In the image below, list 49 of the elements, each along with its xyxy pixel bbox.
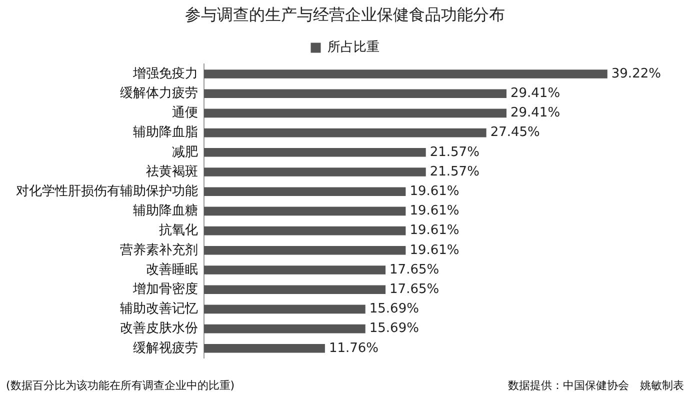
bar [204,266,386,274]
y-tick-label: 祛黄褐斑 [146,164,198,180]
bar [204,324,366,334]
data-label: 21.57% [430,164,480,180]
bar [204,226,406,236]
data-label: 29.41% [510,106,560,121]
y-tick-label: 抗氧化 [159,223,198,238]
y-tick-label: 增强免疫力 [132,66,198,82]
data-label: 27.45% [490,125,540,140]
bar [204,128,486,138]
data-label: 29.41% [510,86,560,101]
bar [204,148,426,157]
bar [204,168,426,176]
legend-label: 所占比重 [327,40,380,56]
text: (数据百分比为该功能在所有调查企业中的比重) [6,378,235,393]
data-label: 19.61% [410,184,460,199]
data-label: 15.69% [369,302,419,317]
data-label: 21.57% [430,144,480,160]
y-tick-label: 对化学性肝损伤有辅助保护功能 [16,184,198,199]
y-tick-label: 辅助降血脂 [133,125,198,140]
bar [204,108,506,118]
bar [204,246,406,255]
bar [204,187,406,196]
y-tick-label: 增加骨密度 [132,280,198,297]
data-label: 19.61% [410,204,460,219]
y-tick-label: 改善皮肤水份 [120,320,198,336]
y-tick-label: 改善睡眠 [146,261,198,278]
y-tick-label: 减肥 [172,144,198,160]
data-label: 19.61% [410,242,460,258]
y-tick-label: 缓解视疲劳 [133,340,198,356]
data-label: 17.65% [390,282,440,297]
y-tick-label: 辅助降血糖 [133,204,198,219]
y-tick-label: 辅助改善记忆 [120,300,198,317]
y-tick-label: 缓解体力疲劳 [120,86,198,101]
y-tick-label: 营养素补充剂 [120,242,198,258]
bar [204,304,366,314]
data-label: 15.69% [369,321,419,336]
data-label: 17.65% [390,262,440,278]
y-tick-label: 通便 [172,106,198,121]
bar [204,344,325,353]
data-label: 39.22% [611,66,661,82]
data-label: 11.76% [328,340,379,356]
bar [204,206,406,216]
chart-title: 参与调查的生产与经营企业保健食品功能分布 [185,4,505,24]
data-label: 19.61% [410,223,460,238]
bar [204,70,608,78]
bar [204,89,506,98]
bar [204,285,386,294]
text: 数据提供：中国保健协会 姚敏制表 [508,378,684,393]
